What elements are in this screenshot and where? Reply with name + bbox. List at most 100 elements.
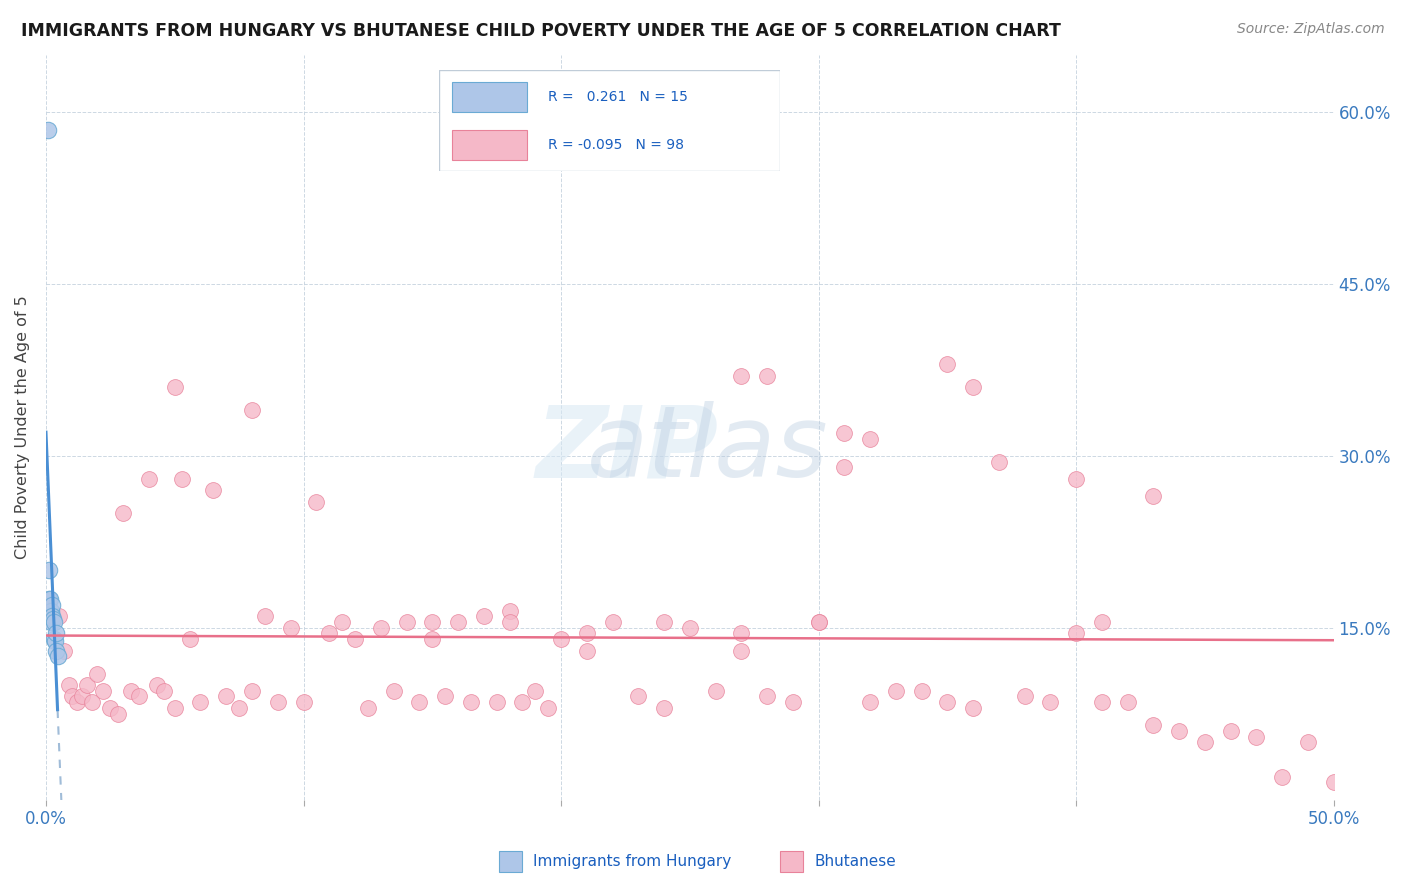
- Point: [420, 615, 443, 629]
- Point: [357, 701, 380, 715]
- Point: [145, 678, 167, 692]
- Point: [91, 683, 114, 698]
- Point: [66, 695, 89, 709]
- Point: [1039, 695, 1062, 709]
- Point: [318, 626, 340, 640]
- Point: [163, 380, 186, 394]
- Point: [38, 592, 60, 607]
- Point: [39, 615, 62, 629]
- Point: [86, 666, 108, 681]
- Point: [652, 615, 675, 629]
- Point: [305, 495, 328, 509]
- Point: [53, 643, 76, 657]
- Point: [190, 695, 212, 709]
- Point: [1091, 615, 1114, 629]
- Point: [42, 611, 65, 625]
- Point: [76, 678, 98, 692]
- Point: [1064, 626, 1087, 640]
- Point: [652, 701, 675, 715]
- Y-axis label: Child Poverty Under the Age of 5: Child Poverty Under the Age of 5: [15, 295, 30, 559]
- Point: [807, 615, 830, 629]
- Point: [485, 695, 508, 709]
- Point: [910, 683, 932, 698]
- Point: [408, 695, 430, 709]
- Point: [1194, 735, 1216, 749]
- Point: [70, 690, 93, 704]
- Point: [292, 695, 315, 709]
- Point: [1091, 695, 1114, 709]
- Point: [120, 683, 142, 698]
- Point: [834, 460, 856, 475]
- Point: [420, 632, 443, 647]
- Point: [37, 122, 59, 136]
- Point: [280, 621, 302, 635]
- Point: [1142, 718, 1164, 732]
- Text: ZIP: ZIP: [536, 401, 718, 498]
- Point: [575, 626, 598, 640]
- Point: [343, 632, 366, 647]
- Point: [447, 615, 470, 629]
- Point: [395, 615, 418, 629]
- Point: [498, 615, 520, 629]
- Point: [1064, 472, 1087, 486]
- Point: [58, 678, 80, 692]
- Point: [128, 690, 150, 704]
- Point: [370, 621, 392, 635]
- Point: [807, 615, 830, 629]
- Point: [756, 368, 779, 383]
- Point: [987, 455, 1010, 469]
- Point: [1168, 723, 1191, 738]
- Point: [112, 506, 135, 520]
- Point: [460, 695, 482, 709]
- Point: [153, 683, 176, 698]
- Point: [1246, 730, 1268, 744]
- Point: [60, 690, 83, 704]
- Point: [550, 632, 572, 647]
- Text: Source: ZipAtlas.com: Source: ZipAtlas.com: [1237, 22, 1385, 37]
- Point: [575, 643, 598, 657]
- Text: IMMIGRANTS FROM HUNGARY VS BHUTANESE CHILD POVERTY UNDER THE AGE OF 5 CORRELATIO: IMMIGRANTS FROM HUNGARY VS BHUTANESE CHI…: [21, 22, 1062, 40]
- Point: [859, 695, 882, 709]
- Point: [434, 690, 457, 704]
- Point: [240, 683, 263, 698]
- Point: [330, 615, 353, 629]
- Point: [730, 368, 752, 383]
- Point: [44, 634, 66, 648]
- Point: [1116, 695, 1139, 709]
- Point: [1219, 723, 1241, 738]
- Point: [215, 690, 238, 704]
- Point: [756, 690, 779, 704]
- Point: [228, 701, 250, 715]
- Point: [1014, 690, 1036, 704]
- Point: [48, 609, 70, 624]
- Text: Immigrants from Hungary: Immigrants from Hungary: [533, 855, 731, 869]
- Point: [472, 609, 495, 624]
- Point: [512, 695, 534, 709]
- Point: [627, 690, 650, 704]
- Point: [253, 609, 276, 624]
- Point: [1142, 489, 1164, 503]
- Point: [936, 357, 959, 371]
- Point: [41, 598, 63, 612]
- Point: [704, 683, 727, 698]
- Point: [537, 701, 560, 715]
- Point: [38, 592, 60, 607]
- Point: [179, 632, 201, 647]
- Point: [1296, 735, 1319, 749]
- Point: [98, 701, 121, 715]
- Point: [962, 701, 984, 715]
- Point: [240, 403, 263, 417]
- Point: [730, 626, 752, 640]
- Point: [859, 432, 882, 446]
- Point: [730, 643, 752, 657]
- Point: [267, 695, 290, 709]
- Point: [382, 683, 405, 698]
- Point: [46, 649, 69, 664]
- Point: [1323, 775, 1346, 789]
- Text: Bhutanese: Bhutanese: [814, 855, 896, 869]
- Point: [782, 695, 804, 709]
- Point: [45, 626, 67, 640]
- Point: [884, 683, 907, 698]
- Point: [524, 683, 547, 698]
- Point: [163, 701, 186, 715]
